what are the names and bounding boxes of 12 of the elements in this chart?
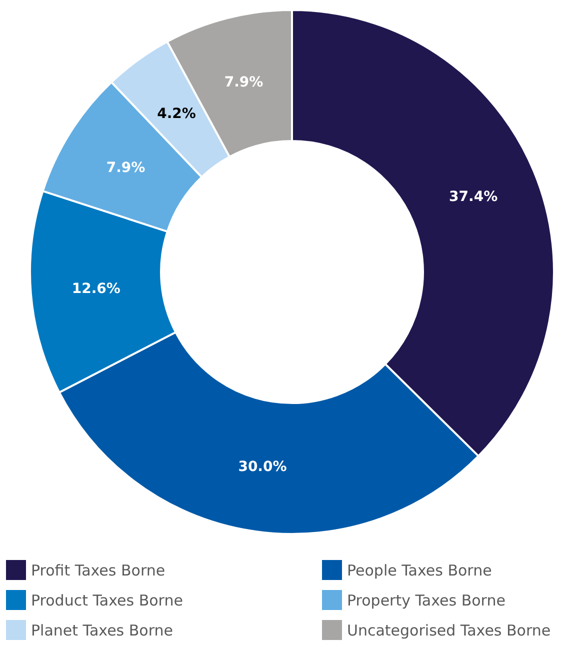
data-label: 7.9%	[106, 160, 146, 176]
data-label: 7.9%	[224, 74, 264, 90]
legend-label: Product Taxes Borne	[31, 591, 183, 610]
legend-label: Profit Taxes Borne	[31, 561, 166, 580]
data-label: 4.2%	[157, 106, 196, 122]
data-label: 37.4%	[449, 189, 498, 206]
legend-label: Property Taxes Borne	[347, 591, 506, 610]
data-label: 30.0%	[238, 459, 287, 476]
legend-label: Planet Taxes Borne	[31, 621, 173, 640]
data-label: 12.6%	[72, 280, 120, 297]
legend-label: People Taxes Borne	[347, 561, 492, 580]
legend-label: Uncategorised Taxes Borne	[347, 621, 551, 640]
